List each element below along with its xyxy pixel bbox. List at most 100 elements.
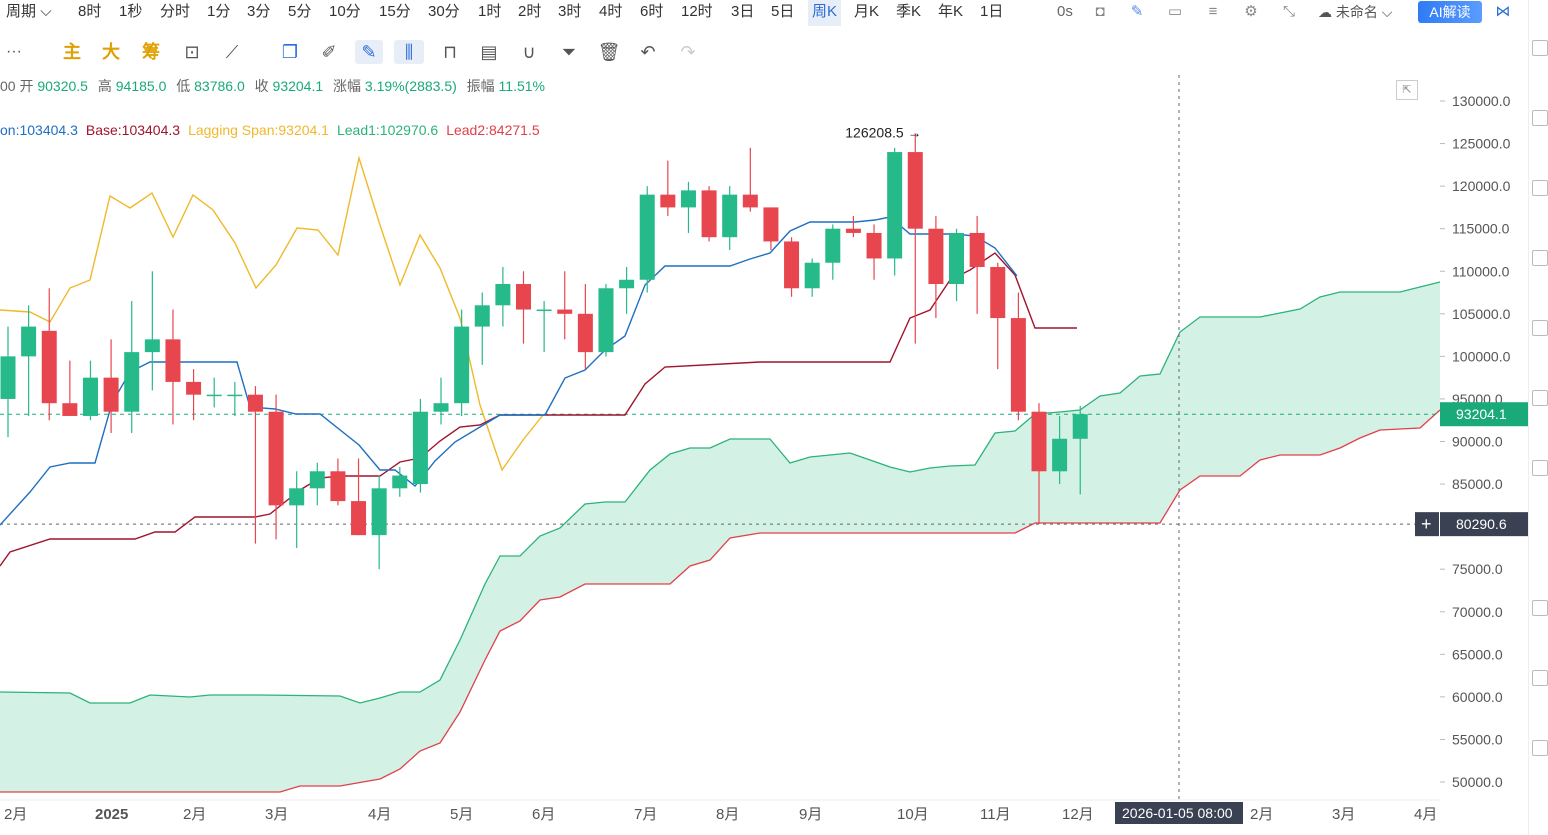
candle[interactable] [1010,292,1026,421]
interval-20[interactable]: 年K [938,3,964,20]
candle[interactable] [495,266,511,327]
chat-icon[interactable] [1532,460,1548,476]
interval-0[interactable]: 8时 [78,3,102,20]
candle[interactable] [21,305,37,416]
candle[interactable] [516,271,531,344]
candle[interactable] [742,147,758,212]
share-icon[interactable]: ⋈ [1495,3,1511,20]
interval-17[interactable]: 周K [808,0,842,26]
interval-1[interactable]: 1秒 [119,3,143,20]
candle[interactable] [124,301,140,433]
candle[interactable] [969,215,985,314]
interval-13[interactable]: 6时 [640,3,664,20]
calendar-icon[interactable] [1532,320,1548,336]
candle[interactable] [763,207,779,250]
candle[interactable] [722,186,738,250]
main-indicator-button[interactable]: 主 [63,42,81,62]
trash-icon[interactable]: 🗑 [597,42,621,62]
list-icon[interactable] [1532,110,1548,126]
interval-8[interactable]: 30分 [428,3,460,20]
calendar-edit-icon[interactable]: ⊡ [184,42,200,62]
candle-type-icon[interactable]: ⫼ [394,40,424,64]
candle[interactable] [412,398,428,493]
candle[interactable] [103,339,119,433]
fullscreen-icon[interactable]: ⤡ [1282,3,1295,20]
candle[interactable] [784,237,800,297]
candle[interactable] [206,377,222,408]
candle[interactable] [82,360,98,421]
lock-icon[interactable]: ⊓ [442,42,458,62]
candle[interactable] [928,215,944,319]
ai-interpret-button[interactable]: AI解读 [1418,1,1482,23]
candle[interactable] [330,458,346,506]
candle[interactable] [0,326,16,438]
candle[interactable] [1052,415,1068,485]
candle[interactable] [701,186,717,242]
pencil-icon[interactable]: ✎ [1130,3,1144,20]
settings-icon[interactable] [1532,670,1548,686]
candle[interactable] [1072,405,1088,495]
layout-dropdown[interactable]: ☁ 未命名 ⌵ [1318,0,1392,26]
period-dropdown[interactable]: 周期 ⌵ [6,0,52,26]
candle[interactable] [186,369,202,421]
menu-icon[interactable]: ≡ [1208,3,1218,20]
candle[interactable] [41,288,57,421]
candle[interactable] [392,467,408,497]
interval-12[interactable]: 4时 [599,3,623,20]
candle[interactable] [680,181,696,233]
interval-10[interactable]: 2时 [518,3,542,20]
interval-15[interactable]: 3日 [731,3,755,20]
filter-icon[interactable]: ⏷ [561,42,577,62]
candle[interactable] [289,471,305,548]
candle[interactable] [825,224,841,280]
interval-7[interactable]: 15分 [379,3,411,20]
candle[interactable] [804,258,820,297]
more-icon[interactable]: ··· [6,43,22,60]
candle[interactable] [371,475,387,570]
candle[interactable] [1031,403,1047,525]
candle[interactable] [557,271,573,340]
candle[interactable] [866,224,882,280]
interval-6[interactable]: 10分 [329,3,361,20]
copy-icon[interactable]: ❐ [281,42,299,62]
candle[interactable] [990,262,1006,370]
interval-19[interactable]: 季K [896,3,922,20]
candle[interactable] [351,458,367,536]
candle[interactable] [598,284,614,357]
trend-tool-icon[interactable]: ⟋ [225,42,239,62]
interval-5[interactable]: 5分 [288,3,312,20]
magnet-icon[interactable]: ∪ [522,42,536,62]
interval-16[interactable]: 5日 [771,3,795,20]
candle[interactable] [949,228,965,302]
candle[interactable] [474,292,490,365]
candle[interactable] [268,394,284,540]
camera-icon[interactable]: ◘ [1095,3,1105,20]
candle[interactable] [660,160,676,216]
help-icon[interactable] [1532,600,1548,616]
info-icon[interactable] [1532,740,1548,756]
note-icon[interactable]: ▤ [480,42,498,62]
crosshair-plus-box[interactable] [1415,512,1439,537]
interval-11[interactable]: 3时 [558,3,582,20]
interval-3[interactable]: 1分 [207,3,231,20]
candle[interactable] [887,147,903,276]
candle[interactable] [309,462,325,506]
data-icon[interactable] [1532,250,1548,266]
undo-icon[interactable]: ↶ [640,42,656,62]
panel-icon[interactable] [1532,40,1548,56]
candle[interactable] [247,386,263,544]
expand-icon[interactable]: ⇱ [1396,80,1418,100]
candle[interactable] [619,266,635,314]
brush-icon[interactable]: ✎ [355,40,383,64]
candle[interactable] [165,309,181,425]
candle[interactable] [144,271,160,391]
interval-21[interactable]: 1日 [980,3,1004,20]
news-icon[interactable] [1532,390,1548,406]
candle[interactable] [62,360,78,416]
chips-button[interactable]: 筹 [142,42,160,62]
candle[interactable] [536,301,552,353]
interval-14[interactable]: 12时 [681,3,713,20]
candle[interactable] [639,186,655,293]
candle[interactable] [227,381,243,416]
